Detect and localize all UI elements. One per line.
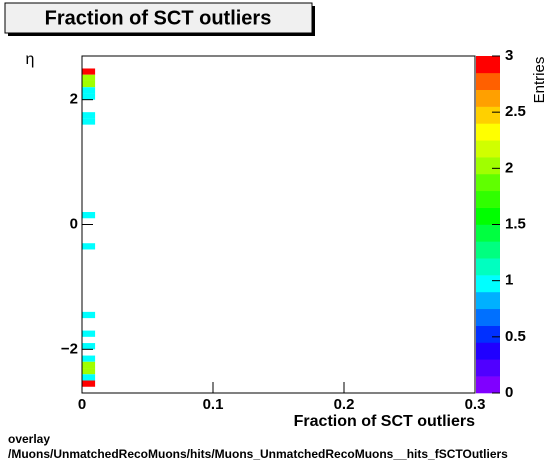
footer: overlay bbox=[8, 432, 50, 446]
color-bar-band bbox=[476, 72, 500, 90]
plot-frame bbox=[81, 55, 476, 394]
color-bar-band bbox=[476, 173, 500, 192]
heatmap-cell bbox=[82, 368, 96, 375]
heatmap-cell bbox=[82, 74, 96, 81]
color-bar-band bbox=[476, 291, 500, 310]
z-tick-label: 0.5 bbox=[505, 328, 526, 345]
z-tick-label: 1.5 bbox=[505, 215, 526, 232]
heatmap-cell bbox=[82, 330, 96, 337]
heatmap-cell bbox=[82, 68, 96, 75]
color-bar-band bbox=[476, 123, 500, 141]
x-tick-label: 0.2 bbox=[334, 396, 355, 413]
color-bar-band bbox=[476, 89, 500, 107]
color-bar-band bbox=[476, 308, 500, 326]
title-box bbox=[4, 2, 313, 34]
x-tick-label: 0.3 bbox=[465, 396, 486, 413]
color-bar-band bbox=[476, 157, 500, 175]
x-axis-label: Fraction of SCT outliers bbox=[294, 413, 475, 430]
heatmap-cell bbox=[82, 118, 96, 125]
heatmap-cell bbox=[82, 355, 96, 362]
heatmap-cell bbox=[82, 112, 96, 119]
y-tick-label: −2 bbox=[61, 340, 78, 357]
y-tick-label: 2 bbox=[70, 91, 78, 108]
color-bar-band bbox=[476, 207, 500, 225]
y-axis-label: η bbox=[26, 51, 35, 68]
heatmap-cell bbox=[82, 80, 96, 88]
chart-title: Fraction of SCT outliers bbox=[45, 7, 272, 29]
color-bar-band bbox=[476, 359, 500, 377]
color-bar-band bbox=[476, 224, 500, 242]
z-axis-label: Entries bbox=[531, 57, 546, 104]
heatmap-cell bbox=[82, 212, 96, 219]
color-bar-band bbox=[476, 258, 500, 276]
z-tick-label: 1 bbox=[505, 272, 513, 289]
z-tick-label: 2 bbox=[505, 159, 513, 176]
z-tick-label: 3 bbox=[505, 47, 513, 64]
z-tick-label: 2.5 bbox=[505, 103, 526, 120]
z-tick-label: 0 bbox=[505, 384, 513, 401]
y-tick-label: 0 bbox=[70, 215, 78, 232]
footer: /Muons/UnmatchedRecoMuons/hits/Muons_Unm… bbox=[8, 447, 508, 461]
color-bar-band bbox=[476, 140, 500, 158]
heatmap-cell bbox=[82, 87, 96, 94]
heatmap-cell bbox=[82, 343, 96, 350]
color-bar-band bbox=[476, 241, 500, 259]
color-bar-band bbox=[476, 342, 500, 360]
color-bar-band bbox=[476, 275, 500, 293]
color-bar-band bbox=[476, 190, 500, 208]
heatmap-cell bbox=[82, 374, 96, 381]
heatmap-cell bbox=[82, 361, 96, 369]
x-tick-label: 0 bbox=[78, 396, 86, 413]
heatmap-cell bbox=[82, 311, 96, 319]
x-tick-label: 0.1 bbox=[203, 396, 224, 413]
color-bar-band bbox=[476, 56, 500, 74]
color-bar-band bbox=[476, 376, 500, 394]
heatmap-cell bbox=[82, 243, 96, 250]
heatmap-cell bbox=[82, 380, 96, 387]
heatmap-cell bbox=[82, 93, 96, 100]
color-bar-band bbox=[476, 325, 500, 343]
color-bar-band bbox=[476, 106, 500, 124]
